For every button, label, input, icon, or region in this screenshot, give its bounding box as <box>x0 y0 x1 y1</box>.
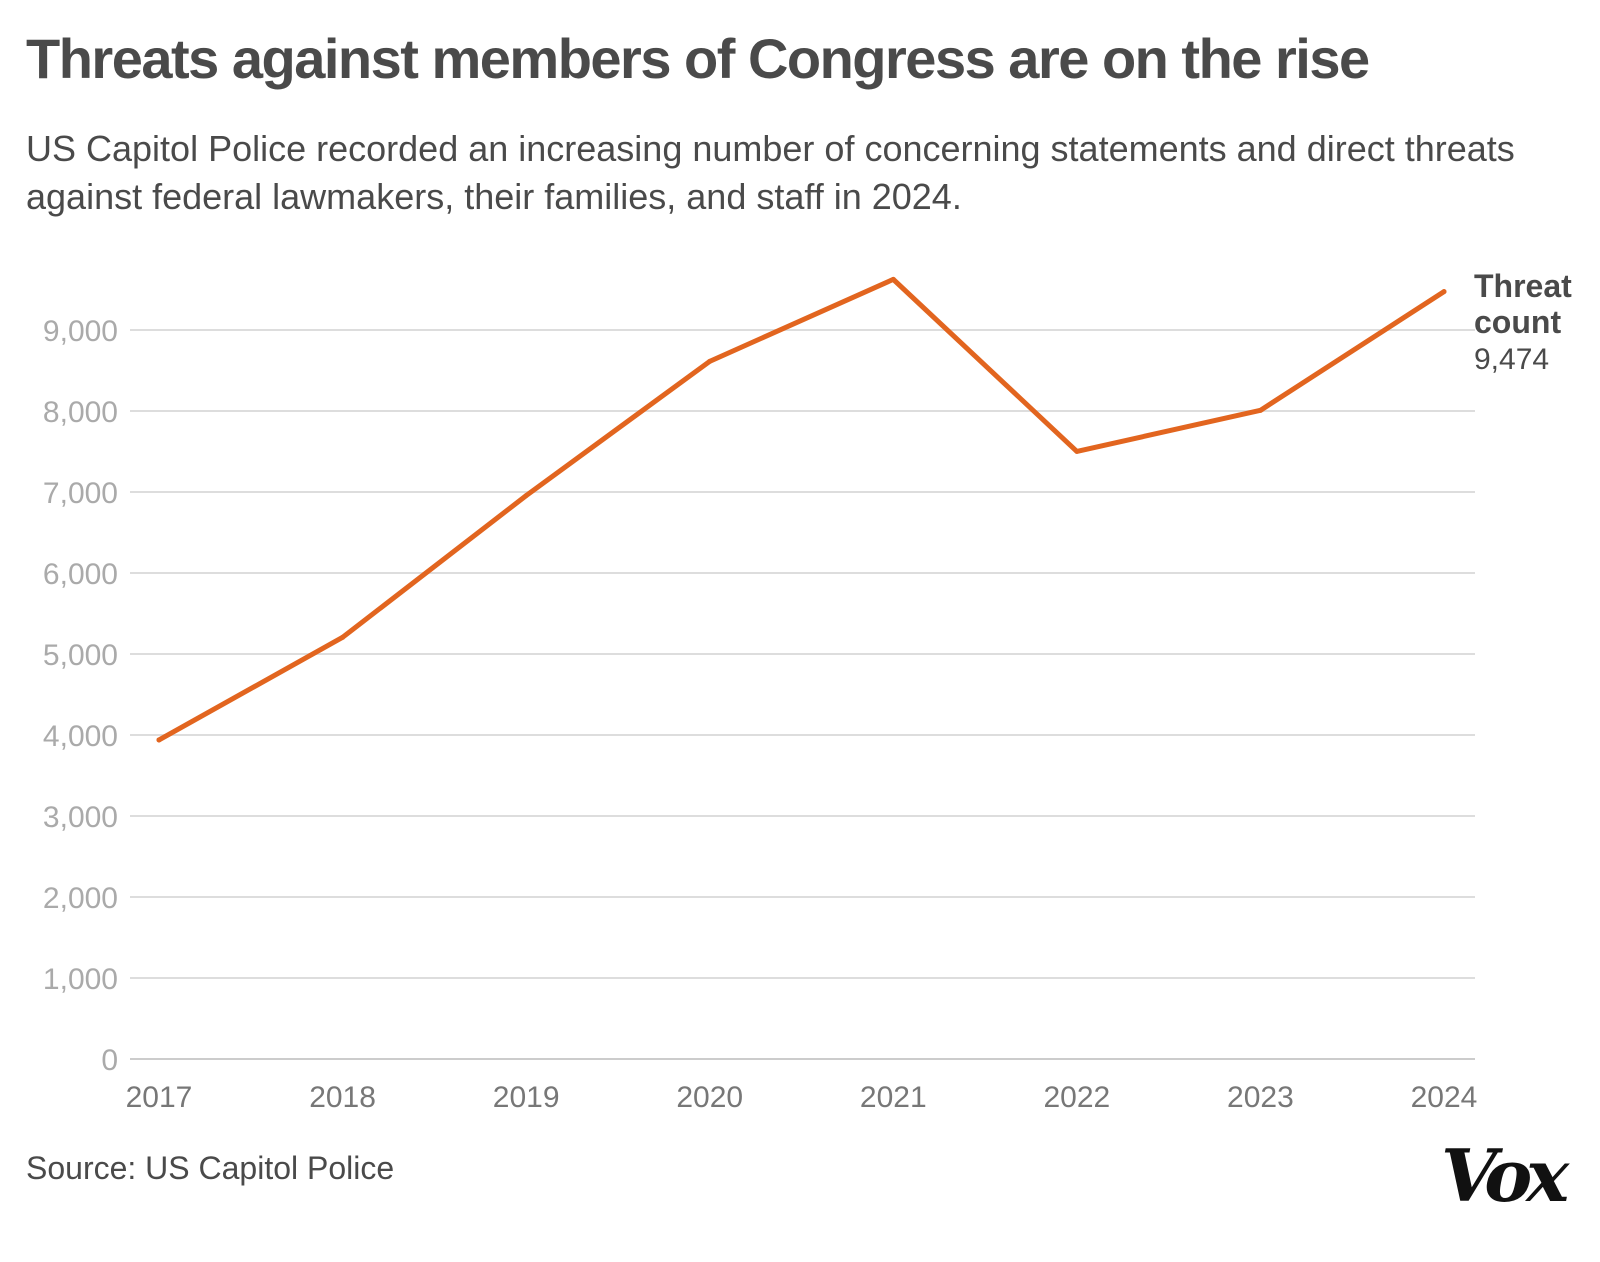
x-tick-label: 2019 <box>493 1081 560 1114</box>
y-tick-label: 3,000 <box>43 801 118 834</box>
y-tick-label: 7,000 <box>43 477 118 510</box>
x-tick-label: 2018 <box>309 1081 376 1114</box>
x-tick-label: 2017 <box>126 1081 193 1114</box>
x-tick-label: 2023 <box>1227 1081 1294 1114</box>
series-label-line1: Threat <box>1474 268 1572 304</box>
x-axis-ticks: 2017 2018 2019 2020 2021 2022 2023 2024 <box>126 1081 1478 1114</box>
data-point-2022 <box>1074 448 1080 454</box>
y-tick-label: 5,000 <box>43 639 118 672</box>
grid-lines <box>130 329 1475 1060</box>
series-label-line2: count <box>1474 304 1561 340</box>
source-note: Source: US Capitol Police <box>26 1150 395 1186</box>
y-tick-label: 4,000 <box>43 720 118 753</box>
x-tick-label: 2024 <box>1411 1081 1478 1114</box>
chart-subtitle: US Capitol Police recorded an increasing… <box>26 128 1515 217</box>
vox-logo: Vox <box>1441 1133 1569 1218</box>
y-axis-ticks: 0 1,000 2,000 3,000 4,000 5,000 6,000 7,000 8,00… <box>43 315 118 1077</box>
y-tick-label: 9,000 <box>43 315 118 348</box>
x-tick-label: 2022 <box>1043 1081 1110 1114</box>
y-tick-label: 1,000 <box>43 963 118 996</box>
series-line-threat-count <box>156 276 1447 743</box>
data-point-2018 <box>340 634 346 640</box>
data-point-2017 <box>156 737 162 743</box>
series-end-label: Threat count 9,474 <box>1474 268 1572 376</box>
data-point-2023 <box>1257 407 1263 413</box>
data-point-2020 <box>707 358 713 364</box>
y-tick-label: 8,000 <box>43 396 118 429</box>
series-layer <box>156 276 1447 743</box>
y-tick-label: 0 <box>101 1044 118 1077</box>
data-point-2021 <box>890 276 896 282</box>
chart-title: Threats against members of Congress are … <box>26 27 1370 90</box>
series-label-value: 9,474 <box>1474 343 1549 376</box>
y-tick-label: 2,000 <box>43 882 118 915</box>
data-point-2019 <box>523 493 529 499</box>
y-tick-label: 6,000 <box>43 558 118 591</box>
data-point-2024 <box>1441 289 1447 295</box>
x-tick-label: 2020 <box>676 1081 743 1114</box>
x-tick-label: 2021 <box>860 1081 927 1114</box>
